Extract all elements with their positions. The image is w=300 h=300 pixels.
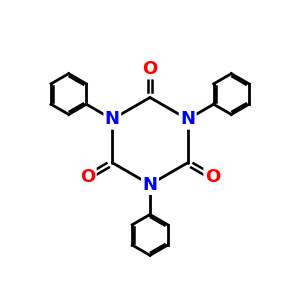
Text: O: O (142, 60, 158, 78)
Text: O: O (205, 168, 220, 186)
Text: N: N (180, 110, 195, 128)
Text: N: N (142, 176, 158, 194)
Text: N: N (105, 110, 120, 128)
Text: O: O (80, 168, 95, 186)
